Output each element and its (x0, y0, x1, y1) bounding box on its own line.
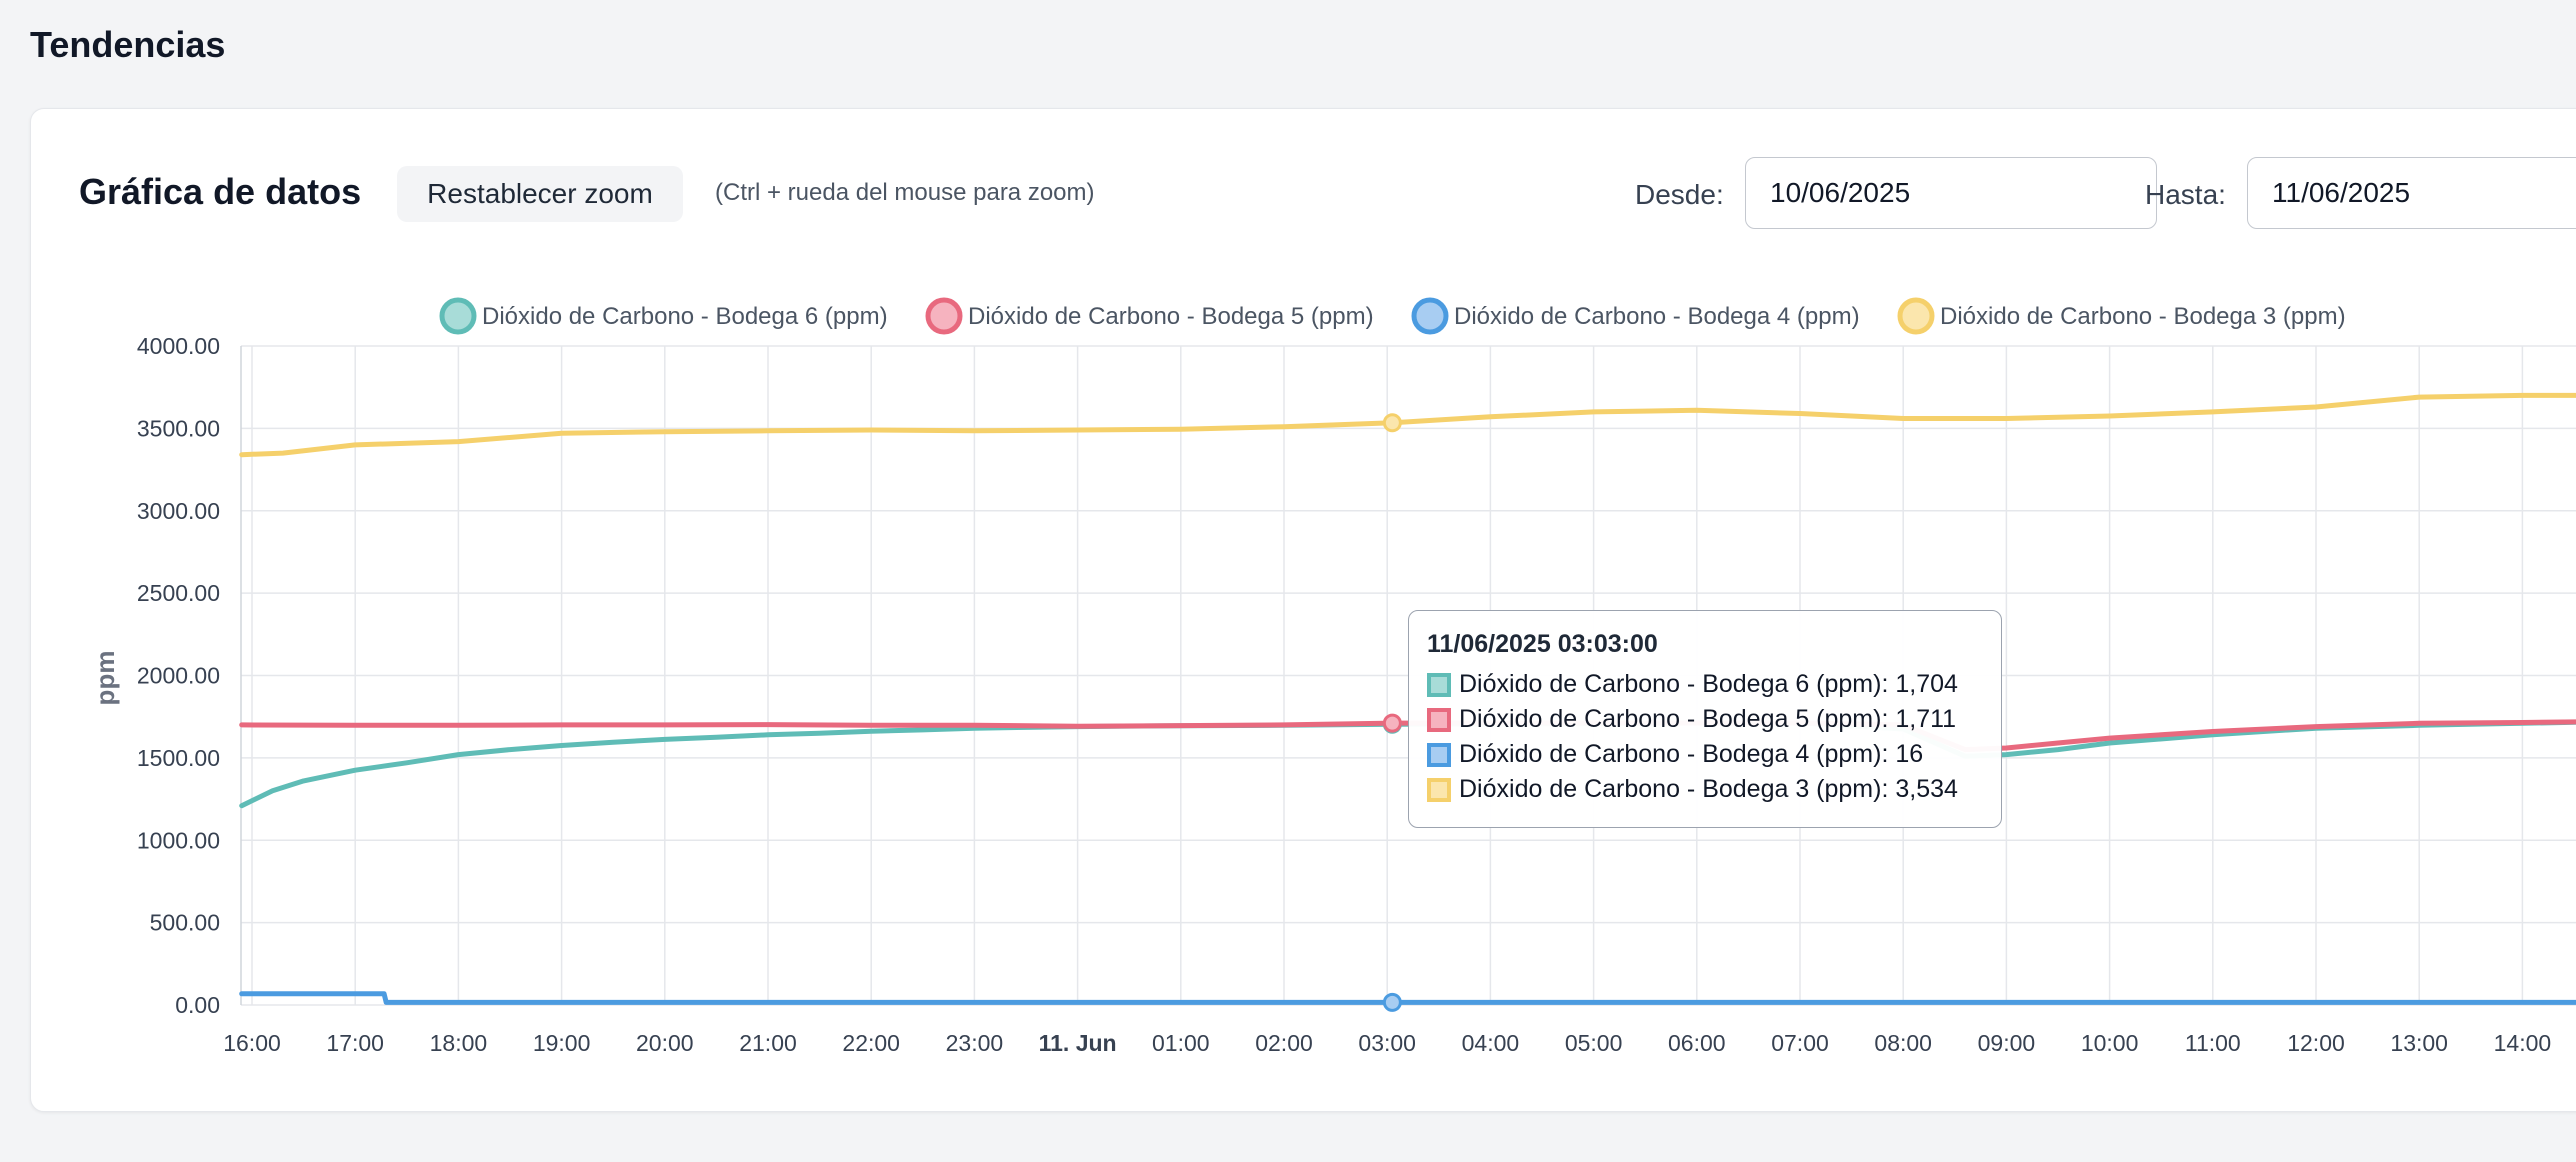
legend-marker (1411, 297, 1449, 335)
x-tick-label: 23:00 (946, 1030, 1004, 1056)
y-tick-label: 3000.00 (137, 498, 220, 524)
chart-grid (241, 345, 2576, 1006)
tooltip-row-label: Dióxido de Carbono - Bodega 6 (ppm): 1,7… (1459, 670, 1958, 698)
x-tick-label: 19:00 (533, 1030, 591, 1056)
from-label: Desde: (1635, 179, 1724, 210)
tooltip-row: Dióxido de Carbono - Bodega 6 (ppm): 1,7… (1427, 667, 1983, 702)
to-label: Hasta: (2145, 179, 2226, 210)
page-title: Tendencias (30, 24, 226, 65)
y-tick-label: 2500.00 (137, 580, 220, 606)
y-tick-label: 3500.00 (137, 415, 220, 441)
y-tick-label: 500.00 (150, 910, 220, 936)
chart-title: Gráfica de datos (79, 171, 362, 212)
series-swatch (1427, 672, 1451, 697)
x-tick-label: 07:00 (1771, 1030, 1829, 1056)
x-tick-label: 06:00 (1668, 1030, 1726, 1056)
legend-entry: Dióxido de Carbono - Bodega 3 (ppm) (1940, 303, 2346, 330)
tooltip-row: Dióxido de Carbono - Bodega 5 (ppm): 1,7… (1427, 702, 1983, 737)
x-tick-label: 08:00 (1874, 1030, 1932, 1056)
x-tick-label: 22:00 (842, 1030, 900, 1056)
tooltip-row-label: Dióxido de Carbono - Bodega 4 (ppm): 16 (1459, 740, 1924, 768)
y-tick-label: 1000.00 (137, 827, 220, 853)
y-axis-label: ppm (90, 651, 120, 706)
reset-zoom-button[interactable]: Restablecer zoom (397, 166, 683, 222)
series-swatch (1427, 707, 1451, 732)
x-tick-label: 13:00 (2390, 1030, 2448, 1056)
series-swatch (1427, 742, 1451, 767)
hover-marker-4 (1382, 413, 1402, 433)
series-swatch (1427, 777, 1451, 802)
legend-marker (1897, 297, 1935, 335)
y-tick-label: 4000.00 (137, 333, 220, 359)
legend-entry: Dióxido de Carbono - Bodega 5 (ppm) (968, 303, 1374, 330)
chart-legend: Dióxido de Carbono - Bodega 6 (ppm) Dióxi… (439, 297, 2346, 335)
y-tick-label: 0.00 (175, 992, 220, 1018)
x-tick-label: 04:00 (1462, 1030, 1520, 1056)
x-tick-label: 14:00 (2494, 1030, 2552, 1056)
x-tick-label: 16:00 (223, 1030, 281, 1056)
chart-card: Gráfica de datos Restablecer zoom (Ctrl … (30, 108, 2576, 1112)
x-tick-label: 03:00 (1358, 1030, 1416, 1056)
legend-marker (925, 297, 963, 335)
y-tick-label: 2000.00 (137, 663, 220, 689)
x-tick-label: 11. Jun (1039, 1030, 1117, 1056)
tooltip-row-label: Dióxido de Carbono - Bodega 3 (ppm): 3,5… (1459, 775, 1958, 803)
x-tick-label: 09:00 (1978, 1030, 2036, 1056)
x-tick-label: 05:00 (1565, 1030, 1623, 1056)
tooltip-title: 11/06/2025 03:03:00 (1427, 630, 1658, 658)
y-tick-label: 1500.00 (137, 745, 220, 771)
to-date-input[interactable]: 11/06/2025 (2247, 157, 2576, 229)
tooltip-row-label: Dióxido de Carbono - Bodega 5 (ppm): 1,7… (1459, 705, 1957, 733)
x-tick-label: 21:00 (739, 1030, 797, 1056)
series-line-3 (239, 991, 2576, 1005)
series-line-4 (239, 392, 2576, 458)
legend-entry: Dióxido de Carbono - Bodega 6 (ppm) (482, 303, 888, 330)
tooltip-row: Dióxido de Carbono - Bodega 3 (ppm): 3,5… (1427, 772, 1983, 807)
hover-marker-2 (1382, 713, 1402, 733)
x-tick-label: 17:00 (326, 1030, 384, 1056)
y-axis: 0.00 500.00 1000.00 1500.00 2000.00 2500.00 30… (137, 333, 242, 1018)
hover-marker-3 (1382, 992, 1402, 1012)
legend-marker (439, 297, 477, 335)
x-tick-label: 01:00 (1152, 1030, 1210, 1056)
x-tick-label: 10:00 (2081, 1030, 2139, 1056)
tooltip-row: Dióxido de Carbono - Bodega 4 (ppm): 16 (1427, 737, 1983, 772)
x-tick-label: 20:00 (636, 1030, 694, 1056)
x-axis: 16:00 17:00 18:00 19:00 20:00 21:00 22:00 23:00… (223, 1030, 2551, 1056)
x-tick-label: 12:00 (2287, 1030, 2345, 1056)
x-tick-label: 02:00 (1255, 1030, 1313, 1056)
legend-entry: Dióxido de Carbono - Bodega 4 (ppm) (1454, 303, 1860, 330)
hover-markers (1382, 413, 1402, 1012)
chart-tooltip: 11/06/2025 03:03:00 Dióxido de Carbono -… (1408, 610, 2002, 828)
x-tick-label: 18:00 (430, 1030, 488, 1056)
x-tick-label: 11:00 (2185, 1030, 2241, 1056)
zoom-hint: (Ctrl + rueda del mouse para zoom) (715, 179, 1095, 206)
from-date-input[interactable]: 10/06/2025 (1745, 157, 2157, 229)
